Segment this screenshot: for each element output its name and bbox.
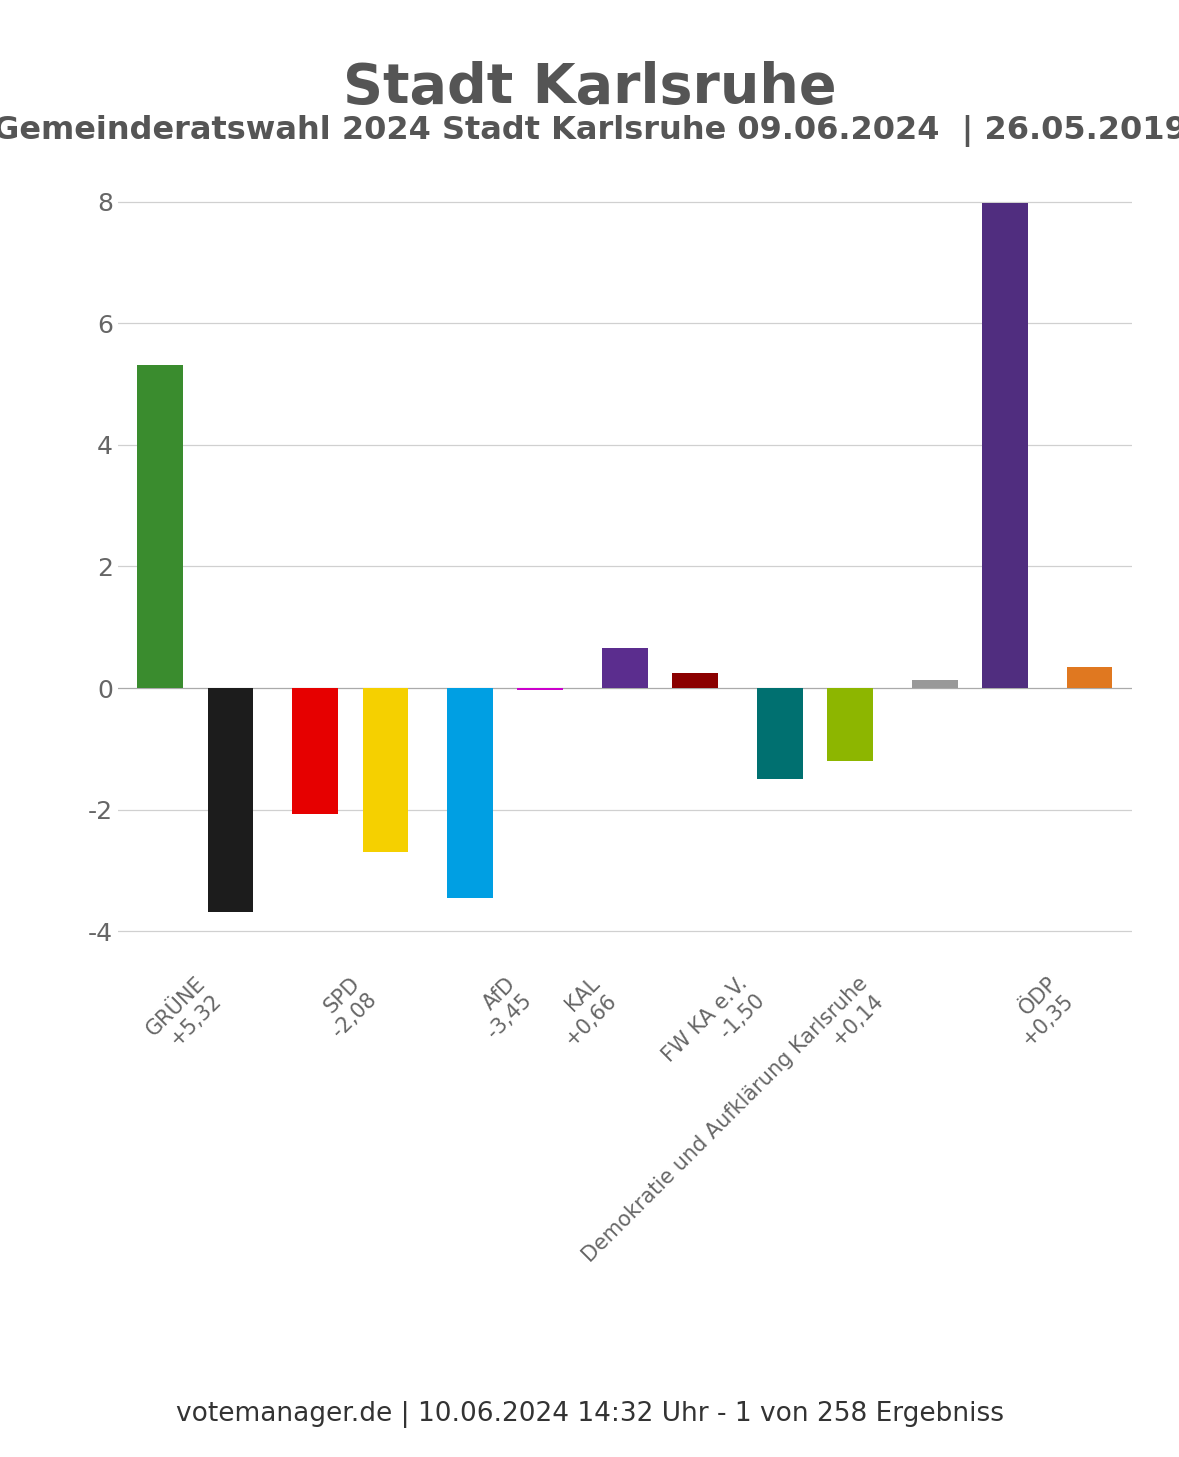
- Bar: [208, 688, 253, 912]
- Text: KAL
+0,66: KAL +0,66: [545, 973, 620, 1049]
- Bar: [672, 673, 718, 688]
- Text: SPD
-2,08: SPD -2,08: [312, 973, 381, 1042]
- Text: Gemeinderatswahl 2024 Stadt Karlsruhe 09.06.2024  | 26.05.2019: Gemeinderatswahl 2024 Stadt Karlsruhe 09…: [0, 115, 1179, 147]
- Bar: [982, 204, 1028, 688]
- Bar: [602, 648, 647, 688]
- Bar: [137, 364, 183, 688]
- Bar: [518, 688, 564, 689]
- Bar: [1067, 667, 1113, 688]
- Text: Demokratie und Aufklärung Karlsruhe
+0,14: Demokratie und Aufklärung Karlsruhe +0,1…: [579, 973, 888, 1282]
- Text: FW KA e.V.
-1,50: FW KA e.V. -1,50: [659, 973, 768, 1083]
- Bar: [757, 688, 803, 779]
- Text: ÖDP
+0,35: ÖDP +0,35: [1002, 973, 1078, 1049]
- Bar: [911, 679, 957, 688]
- Bar: [363, 688, 408, 851]
- Text: AfD
-3,45: AfD -3,45: [467, 973, 535, 1042]
- Text: Stadt Karlsruhe: Stadt Karlsruhe: [343, 61, 836, 115]
- Bar: [292, 688, 338, 814]
- Text: votemanager.de | 10.06.2024 14:32 Uhr - 1 von 258 Ergebniss: votemanager.de | 10.06.2024 14:32 Uhr - …: [176, 1400, 1003, 1428]
- Bar: [447, 688, 493, 898]
- Bar: [828, 688, 874, 761]
- Text: GRÜNE
+5,32: GRÜNE +5,32: [143, 973, 226, 1056]
